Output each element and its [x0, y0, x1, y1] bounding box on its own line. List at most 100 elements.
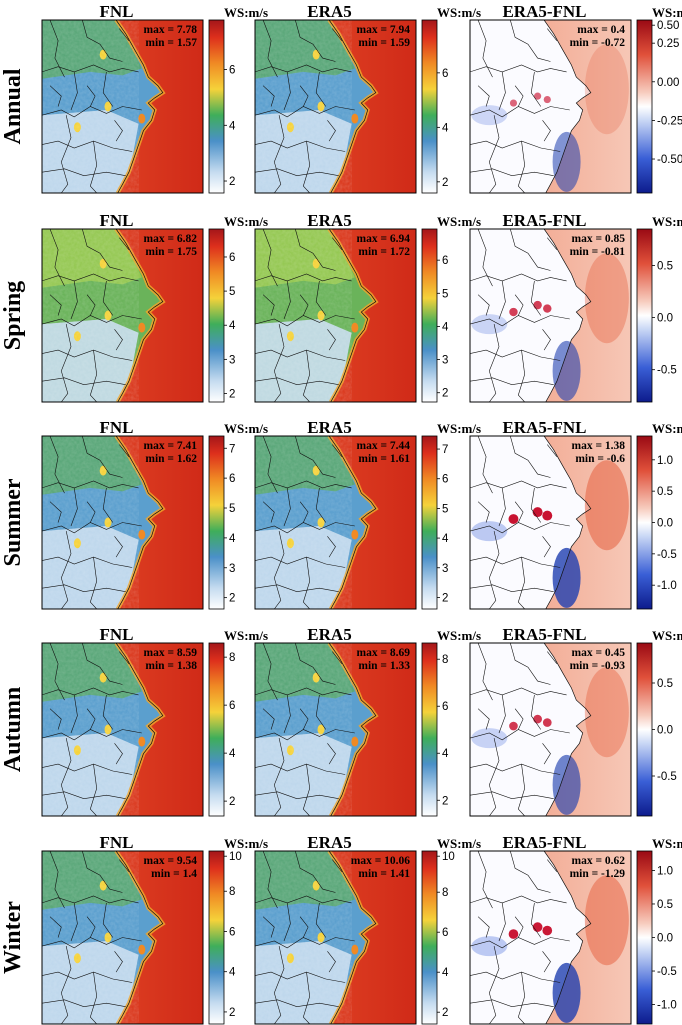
province-border — [299, 501, 309, 523]
colorbar-unit: WS:m/s — [437, 5, 481, 20]
negative-anomaly — [471, 521, 508, 542]
province-border — [470, 687, 567, 696]
positive-hotspot — [542, 925, 553, 936]
province-border — [514, 85, 524, 107]
province-border — [262, 708, 275, 730]
province-border — [60, 946, 72, 1024]
colorbar-gradient — [636, 850, 653, 1025]
negative-anomaly — [471, 105, 508, 126]
lake-hotspot — [138, 113, 146, 124]
coastline — [115, 851, 164, 1024]
colorbar-unit: WS:m/s — [652, 628, 682, 643]
province-border — [510, 851, 551, 893]
coastline — [115, 229, 164, 402]
negative-anomaly — [552, 962, 581, 1023]
colorbar: WS:m/s 0.5 0.0 -0.5 — [636, 214, 682, 403]
province-border — [42, 895, 139, 904]
lake-hotspot — [351, 529, 359, 540]
province-border — [42, 168, 126, 177]
province-border — [49, 229, 65, 287]
province-border — [42, 763, 133, 775]
positive-anomaly — [584, 460, 629, 551]
positive-hotspot — [508, 929, 519, 939]
colorbar-tick-label: 4 — [442, 321, 449, 333]
colorbar-gradient — [421, 435, 438, 610]
province-border — [283, 280, 291, 320]
colorbar: WS:m/s 1.0 0.5 0.0 -0.5 -1.0 — [636, 836, 682, 1025]
colorbar-unit: WS:m/s — [224, 5, 268, 20]
colorbar-gradient — [208, 19, 225, 194]
panel-title: ERA5-FNL — [502, 418, 586, 437]
province-border — [488, 115, 500, 193]
province-border — [530, 694, 542, 730]
province-border — [470, 584, 554, 593]
colorbar-unit: WS:m/s — [224, 628, 268, 643]
colorbar-tick-label: 2 — [229, 593, 235, 605]
colorbar-tick-label: 4 — [229, 120, 236, 132]
panel-title: FNL — [100, 211, 134, 230]
province-border — [470, 763, 561, 775]
coastline — [115, 436, 164, 609]
colorbar-tick-label: -1.0 — [657, 1000, 677, 1012]
stat-min: min = 1.33 — [358, 660, 410, 672]
colorbar-tick-label: 5 — [442, 503, 448, 515]
province-border — [530, 71, 542, 107]
province-border — [82, 20, 123, 62]
province-border — [255, 140, 346, 152]
province-border — [477, 916, 490, 938]
province-border — [86, 294, 96, 316]
row-label-spring: Spring — [0, 281, 26, 350]
coastline — [328, 851, 377, 1024]
negative-anomaly — [471, 728, 508, 749]
province-border — [255, 349, 346, 361]
province-border — [49, 294, 62, 316]
province-border — [70, 487, 78, 527]
province-border — [70, 71, 78, 111]
lake-hotspot — [351, 113, 359, 124]
province-border — [510, 643, 551, 685]
map-field — [42, 436, 203, 609]
coastline — [543, 436, 592, 609]
coastline — [543, 643, 592, 816]
province-border — [49, 916, 62, 938]
map-frame — [469, 642, 632, 817]
panel-title: FNL — [100, 418, 134, 437]
lake-hotspot — [351, 736, 359, 747]
stat-max: max = 7.94 — [356, 24, 410, 36]
colorbar-gradient — [421, 228, 438, 403]
province-border — [470, 349, 561, 361]
colorbar: WS:m/s0.50 0.25 0.00 -0.25 -0.50 — [636, 5, 682, 194]
stat-min: min = 1.61 — [358, 453, 410, 465]
province-border — [547, 444, 558, 457]
province-border — [255, 791, 339, 800]
colorbar-tick-label: 5 — [229, 503, 235, 515]
province-border — [295, 229, 336, 271]
colorbar-tick-label: 0.5 — [657, 486, 673, 498]
province-border — [299, 294, 309, 316]
province-border — [477, 708, 490, 730]
province-border — [255, 556, 346, 568]
lake-hotspot — [351, 944, 359, 955]
province-border — [517, 350, 526, 402]
province-border — [327, 120, 336, 142]
stat-min: min = -1.29 — [570, 868, 626, 880]
panel-title: ERA5 — [307, 2, 351, 21]
province-border — [262, 436, 278, 494]
positive-hotspot — [543, 304, 552, 313]
map-field — [255, 20, 416, 193]
province-border — [42, 349, 133, 361]
stat-max: max = 0.85 — [571, 233, 625, 245]
province-border — [42, 999, 126, 1008]
colorbar-tick-label: 8 — [442, 887, 448, 899]
colorbar-gradient — [208, 228, 225, 403]
province-border — [273, 946, 285, 1024]
province-border — [470, 273, 567, 282]
negative-anomaly — [552, 547, 581, 608]
colorbar-tick-label: -0.5 — [657, 966, 677, 978]
province-border — [315, 71, 327, 107]
province-border — [327, 329, 336, 351]
